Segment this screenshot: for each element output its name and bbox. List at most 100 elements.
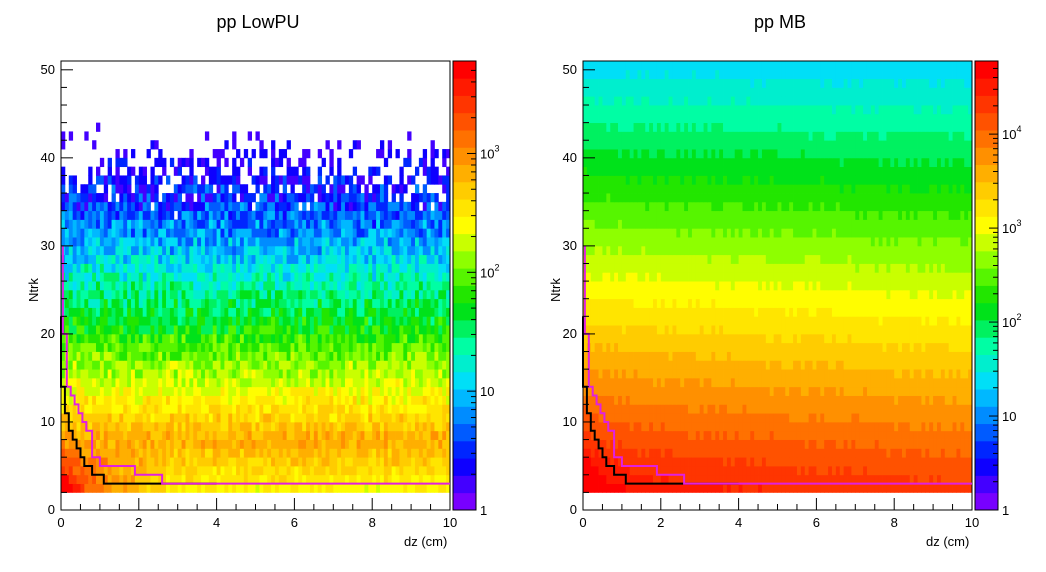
heatmap-cell bbox=[162, 474, 167, 484]
heatmap-cell bbox=[115, 157, 120, 168]
heatmap-cell bbox=[364, 439, 369, 449]
heatmap-cell bbox=[855, 430, 860, 440]
heatmap-cell bbox=[197, 325, 202, 335]
heatmap-cell bbox=[282, 439, 288, 449]
heatmap-cell bbox=[282, 421, 288, 432]
heatmap-cell bbox=[329, 193, 334, 203]
heatmap-cell bbox=[960, 483, 965, 493]
heatmap-cell bbox=[80, 342, 85, 352]
heatmap-cell bbox=[773, 421, 778, 432]
heatmap-cell bbox=[863, 413, 868, 423]
heatmap-cell bbox=[438, 342, 443, 352]
heatmap-cell bbox=[263, 342, 268, 352]
heatmap-cell bbox=[691, 404, 697, 414]
heatmap-cell bbox=[294, 272, 299, 282]
heatmap-cell bbox=[789, 421, 794, 432]
heatmap-cell bbox=[368, 316, 373, 326]
heatmap-cell bbox=[263, 439, 268, 449]
heatmap-cell bbox=[598, 439, 603, 449]
heatmap-cell bbox=[282, 201, 288, 212]
heatmap-cell bbox=[446, 307, 451, 317]
heatmap-cell bbox=[422, 210, 428, 220]
heatmap-cell bbox=[189, 175, 194, 185]
heatmap-cell bbox=[828, 430, 833, 440]
heatmap-cell bbox=[193, 369, 198, 379]
heatmap-cells bbox=[583, 61, 973, 493]
heatmap-cell bbox=[158, 474, 163, 484]
heatmap-cell bbox=[134, 457, 140, 467]
heatmap-cell bbox=[368, 430, 373, 440]
heatmap-cell bbox=[913, 386, 918, 396]
heatmap-cell bbox=[274, 263, 280, 273]
heatmap-cell bbox=[391, 474, 396, 484]
heatmap-cell bbox=[216, 483, 221, 493]
heatmap-cell bbox=[422, 193, 428, 203]
heatmap-cell bbox=[944, 421, 950, 432]
heatmap-cell bbox=[169, 483, 175, 493]
heatmap-cell bbox=[247, 131, 253, 141]
heatmap-cell bbox=[878, 421, 883, 432]
heatmap-cell bbox=[882, 448, 887, 458]
heatmap-cell bbox=[259, 307, 264, 317]
heatmap-cell bbox=[286, 439, 291, 449]
heatmap-cell bbox=[251, 210, 256, 220]
heatmap-cell bbox=[422, 351, 428, 361]
heatmap-cell bbox=[383, 193, 389, 203]
heatmap-cell bbox=[255, 131, 260, 141]
heatmap-cell bbox=[964, 439, 969, 449]
heatmap-cell bbox=[610, 430, 615, 440]
heatmap-cell bbox=[816, 483, 821, 493]
heatmap-cell bbox=[208, 430, 214, 440]
heatmap-cell bbox=[411, 457, 416, 467]
heatmap-cell bbox=[742, 413, 747, 423]
heatmap-cell bbox=[302, 325, 307, 335]
heatmap-cell bbox=[131, 448, 136, 458]
heatmap-cell bbox=[348, 245, 354, 256]
heatmap-cell bbox=[898, 386, 903, 396]
heatmap-cell bbox=[407, 201, 412, 212]
heatmap-cell bbox=[321, 298, 326, 308]
heatmap-cell bbox=[259, 281, 264, 291]
heatmap-cell bbox=[115, 351, 120, 361]
heatmap-cell bbox=[263, 377, 268, 388]
heatmap-cell bbox=[96, 465, 101, 476]
heatmap-cell bbox=[193, 457, 198, 467]
heatmap-cell bbox=[828, 395, 833, 405]
heatmap-cell bbox=[263, 325, 268, 335]
heatmap-cell bbox=[348, 413, 354, 423]
heatmap-cell bbox=[224, 237, 229, 247]
heatmap-cell bbox=[434, 237, 439, 247]
heatmap-cell bbox=[173, 474, 179, 484]
heatmap-cell bbox=[142, 430, 147, 440]
heatmap-cell bbox=[894, 421, 899, 432]
heatmap-cell bbox=[162, 210, 167, 220]
heatmap-cell bbox=[379, 421, 385, 432]
heatmap-cell bbox=[750, 395, 755, 405]
heatmap-cell bbox=[99, 289, 105, 300]
heatmap-cell bbox=[403, 474, 408, 484]
heatmap-cell bbox=[208, 474, 214, 484]
heatmap-cell bbox=[625, 483, 631, 493]
heatmap-cell bbox=[699, 421, 704, 432]
heatmap-cell bbox=[383, 325, 389, 335]
heatmap-cell bbox=[88, 210, 93, 220]
heatmap-cell bbox=[286, 272, 291, 282]
heatmap-cell bbox=[177, 421, 182, 432]
heatmap-cell bbox=[131, 149, 136, 159]
heatmap-cell bbox=[407, 254, 412, 264]
heatmap-cell bbox=[874, 395, 880, 405]
heatmap-cell bbox=[952, 413, 957, 423]
heatmap-cell bbox=[618, 404, 623, 414]
heatmap-cell bbox=[379, 448, 385, 458]
heatmap-cell bbox=[695, 413, 701, 423]
heatmap-cell bbox=[232, 228, 237, 238]
heatmap-cell bbox=[948, 457, 953, 467]
heatmap-cell bbox=[216, 289, 221, 300]
heatmap-cell bbox=[333, 448, 338, 458]
heatmap-cell bbox=[166, 307, 171, 317]
heatmap-cell bbox=[166, 395, 171, 405]
heatmap-cell bbox=[247, 263, 253, 273]
heatmap-cell bbox=[933, 448, 938, 458]
heatmap-cell bbox=[344, 413, 350, 423]
heatmap-cell bbox=[239, 404, 245, 414]
